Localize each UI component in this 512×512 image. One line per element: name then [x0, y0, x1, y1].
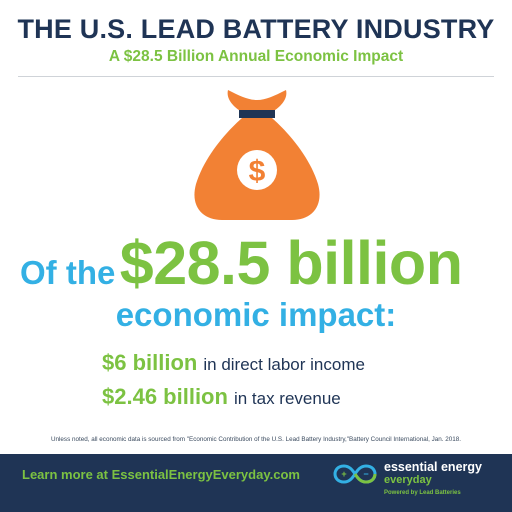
svg-text:+: + — [341, 469, 346, 479]
headline-amount: $28.5 billion — [119, 229, 463, 297]
stat-description: in tax revenue — [233, 389, 341, 408]
money-bag-icon: $ — [194, 90, 320, 220]
learn-more-link[interactable]: Learn more at EssentialEnergyEveryday.co… — [22, 467, 300, 482]
brand-sub: everyday — [384, 474, 432, 486]
stat-amount: $6 billion — [102, 350, 198, 375]
svg-text:$: $ — [249, 155, 266, 188]
page-subtitle: A $28.5 Billion Annual Economic Impact — [108, 48, 404, 65]
source-footnote: Unless noted, all economic data is sourc… — [50, 436, 462, 443]
stat-amount: $2.46 billion — [102, 384, 228, 409]
page-title: THE U.S. LEAD BATTERY INDUSTRY — [17, 14, 495, 44]
infinity-battery-icon: + − — [333, 464, 377, 484]
brand-tagline: Powered by Lead Batteries — [384, 490, 461, 496]
headline-suffix: economic impact: — [115, 296, 397, 333]
svg-text:−: − — [363, 469, 368, 479]
footer-bar: Learn more at EssentialEnergyEveryday.co… — [0, 454, 512, 512]
stat-description: in direct labor income — [203, 355, 365, 374]
stat-tax-revenue: $2.46 billion in tax revenue — [102, 384, 341, 410]
headline: Of the $28.5 billion — [20, 228, 500, 298]
stat-labor-income: $6 billion in direct labor income — [102, 350, 365, 376]
brand-name: essential energy — [384, 460, 482, 474]
headline-prefix: Of the — [20, 254, 116, 291]
divider — [18, 76, 494, 77]
